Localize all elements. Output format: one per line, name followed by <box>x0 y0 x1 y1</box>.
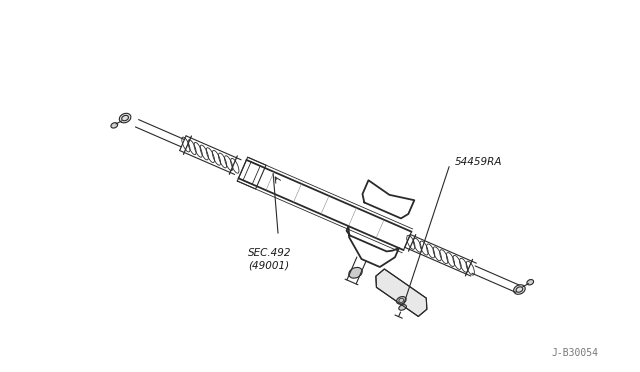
Ellipse shape <box>349 267 362 278</box>
Ellipse shape <box>399 305 406 310</box>
Ellipse shape <box>397 296 406 304</box>
Ellipse shape <box>119 113 131 123</box>
Polygon shape <box>376 269 427 317</box>
Text: J-B30054: J-B30054 <box>551 348 598 358</box>
Text: (49001): (49001) <box>248 260 289 270</box>
Ellipse shape <box>527 279 534 285</box>
Text: SEC.492: SEC.492 <box>248 248 291 258</box>
Ellipse shape <box>111 123 118 128</box>
Ellipse shape <box>514 285 525 294</box>
Text: 54459RA: 54459RA <box>455 157 502 167</box>
